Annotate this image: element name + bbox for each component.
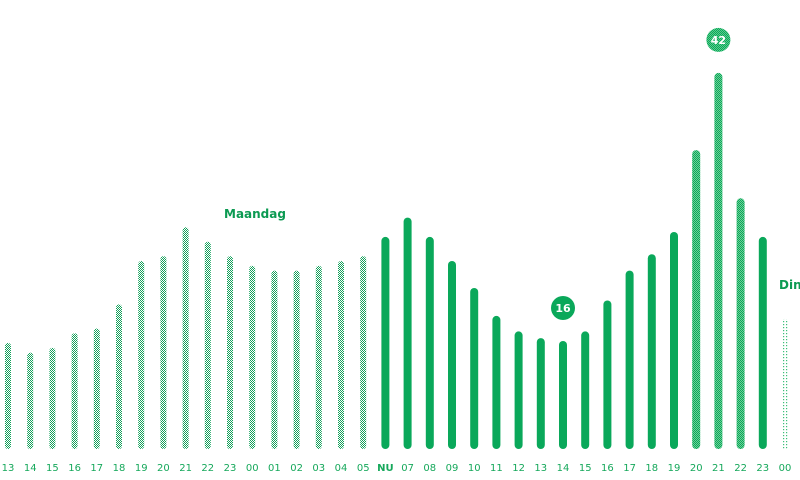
bar-05-16[interactable]	[360, 256, 367, 449]
tick-label-11: 00	[246, 463, 259, 474]
bar-14-25[interactable]	[559, 341, 567, 449]
tick-label-17: NU	[377, 463, 394, 474]
tick-label-25: 14	[557, 463, 570, 474]
bar-16-27[interactable]	[603, 300, 612, 450]
bar-13-0[interactable]	[5, 342, 11, 449]
tick-label-34: 23	[756, 463, 769, 474]
bar-07-18[interactable]	[403, 217, 412, 449]
tick-label-35: 00	[779, 463, 792, 474]
tick-label-3: 16	[68, 463, 81, 474]
tick-label-2: 15	[46, 463, 59, 474]
bar-04-15[interactable]	[338, 261, 344, 449]
tick-label-23: 12	[512, 463, 525, 474]
tick-label-14: 03	[312, 463, 325, 474]
tick-label-5: 18	[113, 463, 126, 474]
tick-label-18: 07	[401, 463, 414, 474]
bar-22-9[interactable]	[204, 241, 211, 449]
tick-label-8: 21	[179, 463, 192, 474]
bar-16-3[interactable]	[71, 333, 78, 449]
tick-label-0: 13	[2, 463, 15, 474]
day-label-dinsdag: Dinsdag	[779, 278, 800, 292]
bar-10-21[interactable]	[470, 288, 479, 449]
tick-label-16: 05	[357, 463, 370, 474]
bar-21-32[interactable]	[714, 72, 723, 450]
tick-label-13: 02	[290, 463, 303, 474]
bar-NU-17[interactable]	[381, 236, 390, 449]
tick-label-12: 01	[268, 463, 281, 474]
bar-15-2[interactable]	[49, 347, 56, 450]
bar-01-12[interactable]	[271, 270, 278, 449]
bar-02-13[interactable]	[293, 270, 300, 449]
badge-min-value: 16	[555, 302, 571, 315]
bar-12-23[interactable]	[514, 331, 523, 449]
tick-label-26: 15	[579, 463, 592, 474]
bar-13-24[interactable]	[536, 338, 545, 449]
tick-label-33: 22	[734, 463, 747, 474]
tick-label-15: 04	[335, 463, 348, 474]
bar-23-34[interactable]	[758, 236, 767, 449]
tick-label-24: 13	[534, 463, 547, 474]
bar-09-20[interactable]	[448, 261, 456, 449]
bar-18-29[interactable]	[647, 254, 656, 449]
bar-15-26[interactable]	[581, 331, 590, 449]
tick-label-10: 23	[224, 463, 237, 474]
bar-08-19[interactable]	[425, 236, 434, 449]
bar-23-10[interactable]	[227, 256, 233, 449]
bar-00-35[interactable]	[782, 318, 788, 449]
bar-17-4[interactable]	[93, 328, 100, 450]
tick-label-22: 11	[490, 463, 503, 474]
bar-22-33[interactable]	[736, 198, 745, 449]
tick-label-9: 22	[201, 463, 214, 474]
badge-max-value: 42	[711, 34, 726, 47]
tick-label-31: 20	[690, 463, 703, 474]
day-label-background	[777, 275, 800, 295]
tick-label-19: 08	[423, 463, 436, 474]
bar-18-5[interactable]	[116, 304, 122, 449]
tick-label-29: 18	[645, 463, 658, 474]
tick-label-6: 19	[135, 463, 148, 474]
tick-label-21: 10	[468, 463, 481, 474]
tick-label-30: 19	[668, 463, 681, 474]
tick-label-7: 20	[157, 463, 170, 474]
bar-21-8[interactable]	[182, 227, 189, 449]
tick-label-1: 14	[24, 463, 37, 474]
bar-11-22[interactable]	[492, 315, 501, 449]
badge-max	[706, 27, 731, 52]
bar-19-6[interactable]	[138, 261, 145, 449]
bar-14-1[interactable]	[27, 352, 34, 449]
bar-00-11[interactable]	[249, 265, 256, 449]
day-label-maandag: Maandag	[224, 207, 286, 221]
bar-20-7[interactable]	[160, 256, 167, 449]
badge-min	[551, 296, 575, 320]
bar-17-28[interactable]	[625, 270, 634, 449]
bar-20-31[interactable]	[692, 150, 701, 449]
tick-label-27: 16	[601, 463, 614, 474]
tick-label-32: 21	[712, 463, 725, 474]
bar-19-30[interactable]	[670, 232, 678, 449]
bar-03-14[interactable]	[315, 265, 322, 449]
tick-label-4: 17	[90, 463, 103, 474]
tick-label-28: 17	[623, 463, 636, 474]
tick-label-20: 09	[446, 463, 459, 474]
